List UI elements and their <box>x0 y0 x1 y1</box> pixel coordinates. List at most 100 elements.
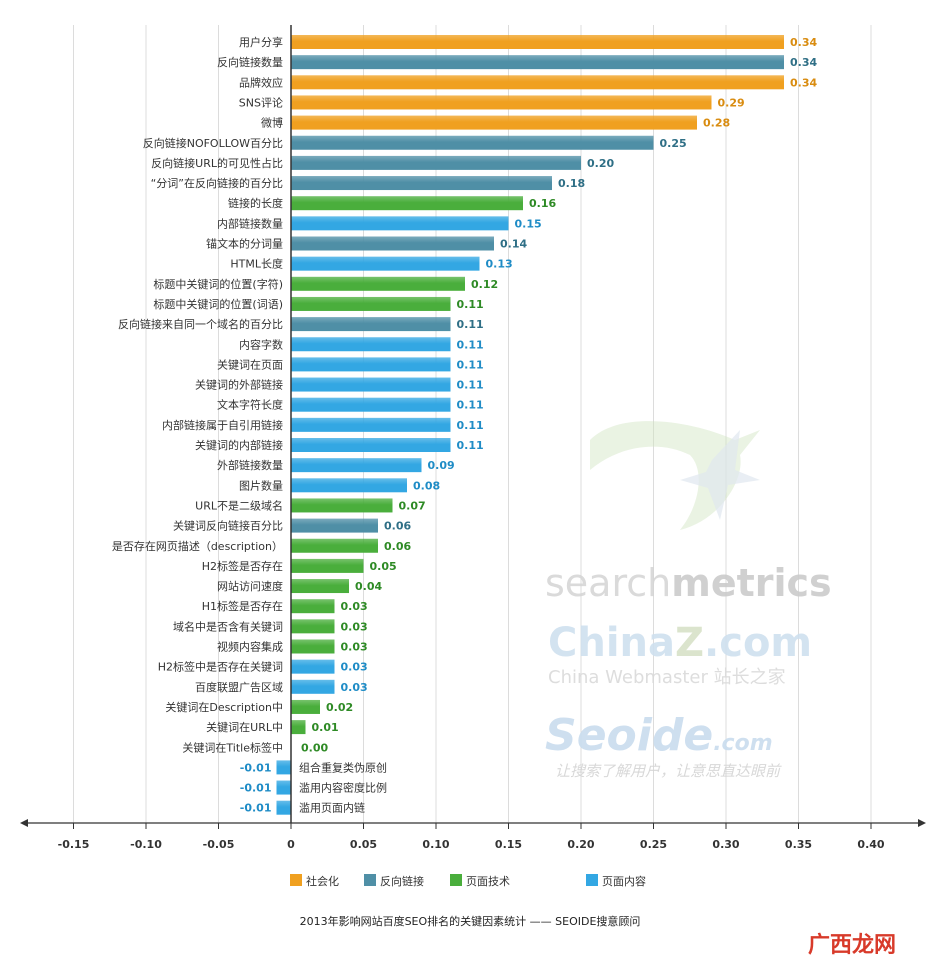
x-tick-label: 0.30 <box>712 838 739 851</box>
bar <box>276 760 291 775</box>
x-axis-ticks: -0.15 -0.10 -0.05 0 0.05 0.10 0.15 0.20 0.25 0.30… <box>58 823 885 851</box>
watermark-slogan: 让搜索了解用户，让意思直达眼前 <box>555 762 782 780</box>
category-label: “分词”在反向链接的百分比 <box>151 176 283 190</box>
category-label: 内部链接属于自引用链接 <box>162 418 283 432</box>
value-label: 0.03 <box>341 600 368 613</box>
category-label: 标题中关键词的位置(字符) <box>153 277 283 291</box>
value-label: -0.01 <box>240 761 272 774</box>
category-label: 关键词在页面 <box>217 357 283 371</box>
category-label: H1标签是否存在 <box>202 599 283 613</box>
value-label: 0.05 <box>370 560 397 573</box>
watermark-china: China <box>548 620 675 666</box>
category-label: 反向链接数量 <box>217 55 283 69</box>
legend: 社会化 反向链接 页面技术 页面内容 <box>290 874 646 888</box>
bar <box>291 558 364 573</box>
svg-text:searchmetrics: searchmetrics <box>545 561 832 605</box>
value-label: 0.11 <box>457 439 484 452</box>
category-label: 滥用页面内链 <box>299 801 365 815</box>
legend-swatch <box>364 874 376 886</box>
category-label: 关键词的外部链接 <box>195 378 283 392</box>
value-label: 0.11 <box>457 399 484 412</box>
category-label: 锚文本的分词量 <box>206 237 283 251</box>
category-label: 链接的长度 <box>228 196 283 210</box>
category-label: 组合重复类伪原创 <box>299 760 387 774</box>
category-label: 外部链接数量 <box>217 458 283 472</box>
value-label: 0.13 <box>486 258 513 271</box>
watermark-china-com: .com <box>704 620 812 666</box>
bars-group <box>276 35 784 815</box>
category-label: 文本字符长度 <box>217 398 283 412</box>
category-label: 网站访问速度 <box>217 579 283 593</box>
value-label: 0.11 <box>457 338 484 351</box>
value-label: 0.06 <box>384 520 411 533</box>
bar <box>291 699 320 714</box>
category-label: 品牌效应 <box>239 75 283 89</box>
bar <box>291 458 422 473</box>
svg-text:Seoide.com: Seoide.com <box>545 710 773 761</box>
bar <box>291 176 552 191</box>
x-tick-label: 0.10 <box>422 838 449 851</box>
bar <box>291 579 349 594</box>
legend-label: 页面内容 <box>602 874 646 888</box>
category-label: 图片数量 <box>239 479 283 492</box>
bar <box>291 95 712 110</box>
bar <box>291 35 784 49</box>
value-label: -0.01 <box>240 802 272 815</box>
value-label: 0.03 <box>341 661 368 674</box>
value-label: 0.18 <box>558 177 585 190</box>
x-tick-label: -0.05 <box>203 838 235 851</box>
svg-text:ChinaZ.com: ChinaZ.com <box>548 620 812 666</box>
watermark-searchmetrics-b: metrics <box>671 561 831 605</box>
bar <box>291 196 523 211</box>
category-label: 关键词反向链接百分比 <box>173 519 283 533</box>
watermark-seoide-com: .com <box>713 731 772 756</box>
value-label: 0.11 <box>457 358 484 371</box>
value-label: 0.03 <box>341 681 368 694</box>
watermark-searchmetrics-a: search <box>545 561 671 605</box>
value-label: 0.15 <box>515 217 542 230</box>
legend-swatch <box>450 874 462 886</box>
bar <box>291 55 784 70</box>
corner-logo: 广西龙网 <box>808 932 896 958</box>
x-tick-label: 0.15 <box>495 838 522 851</box>
value-label: 0.08 <box>413 479 440 492</box>
value-label: 0.20 <box>587 157 614 170</box>
legend-swatch <box>586 874 598 886</box>
bar <box>291 478 407 493</box>
bar <box>291 397 451 412</box>
bar <box>291 417 451 432</box>
category-label: 微博 <box>261 116 283 130</box>
bar <box>291 639 335 654</box>
category-label: 反向链接URL的可见性占比 <box>151 156 283 170</box>
category-label: SNS评论 <box>239 95 283 109</box>
bar <box>291 377 451 392</box>
value-label: 0.29 <box>718 96 745 109</box>
category-label: 用户分享 <box>239 35 283 49</box>
bar <box>291 276 465 291</box>
bar <box>291 337 451 352</box>
value-label: 0.34 <box>790 56 817 69</box>
value-label: 0.11 <box>457 318 484 331</box>
bar <box>291 236 494 251</box>
bar <box>291 357 451 372</box>
category-label: 百度联盟广告区域 <box>195 680 283 694</box>
category-label: 域名中是否含有关键词 <box>173 619 283 633</box>
bar <box>291 216 509 231</box>
category-label: 内部链接数量 <box>217 216 283 230</box>
value-label: 0.14 <box>500 238 527 251</box>
value-label: 0.12 <box>471 278 498 291</box>
legend-swatch <box>290 874 302 886</box>
category-label: 关键词在Description中 <box>165 700 283 714</box>
watermark-group: searchmetrics ChinaZ.com China Webmaster… <box>545 421 832 780</box>
chart-title: 2013年影响网站百度SEO排名的关键因素统计 —— SEOIDE搜意顾问 <box>300 914 641 928</box>
x-tick-label: 0.40 <box>857 838 884 851</box>
category-label: HTML长度 <box>230 257 283 271</box>
bar <box>276 800 291 815</box>
category-label: 关键词在URL中 <box>206 720 283 734</box>
bar <box>291 155 581 170</box>
x-tick-label: 0.20 <box>567 838 594 851</box>
bar <box>291 679 335 694</box>
legend-label: 社会化 <box>306 874 339 888</box>
